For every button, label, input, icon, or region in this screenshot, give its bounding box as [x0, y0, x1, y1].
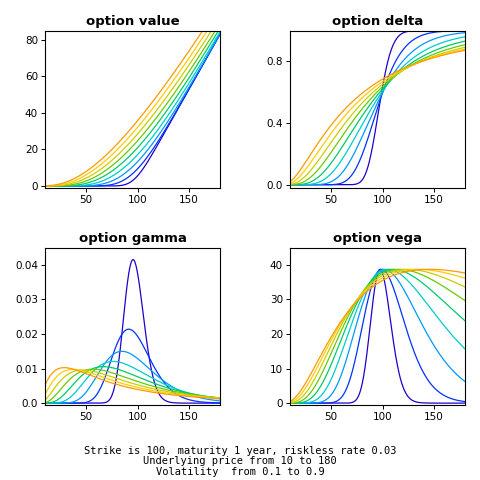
Title: option delta: option delta: [332, 15, 423, 28]
Title: option vega: option vega: [333, 232, 422, 245]
Text: Underlying price from 10 to 180: Underlying price from 10 to 180: [143, 456, 337, 466]
Text: Strike is 100, maturity 1 year, riskless rate 0.03: Strike is 100, maturity 1 year, riskless…: [84, 445, 396, 456]
Text: Volatility  from 0.1 to 0.9: Volatility from 0.1 to 0.9: [156, 467, 324, 477]
Title: option value: option value: [85, 15, 179, 28]
Title: option gamma: option gamma: [79, 232, 186, 245]
